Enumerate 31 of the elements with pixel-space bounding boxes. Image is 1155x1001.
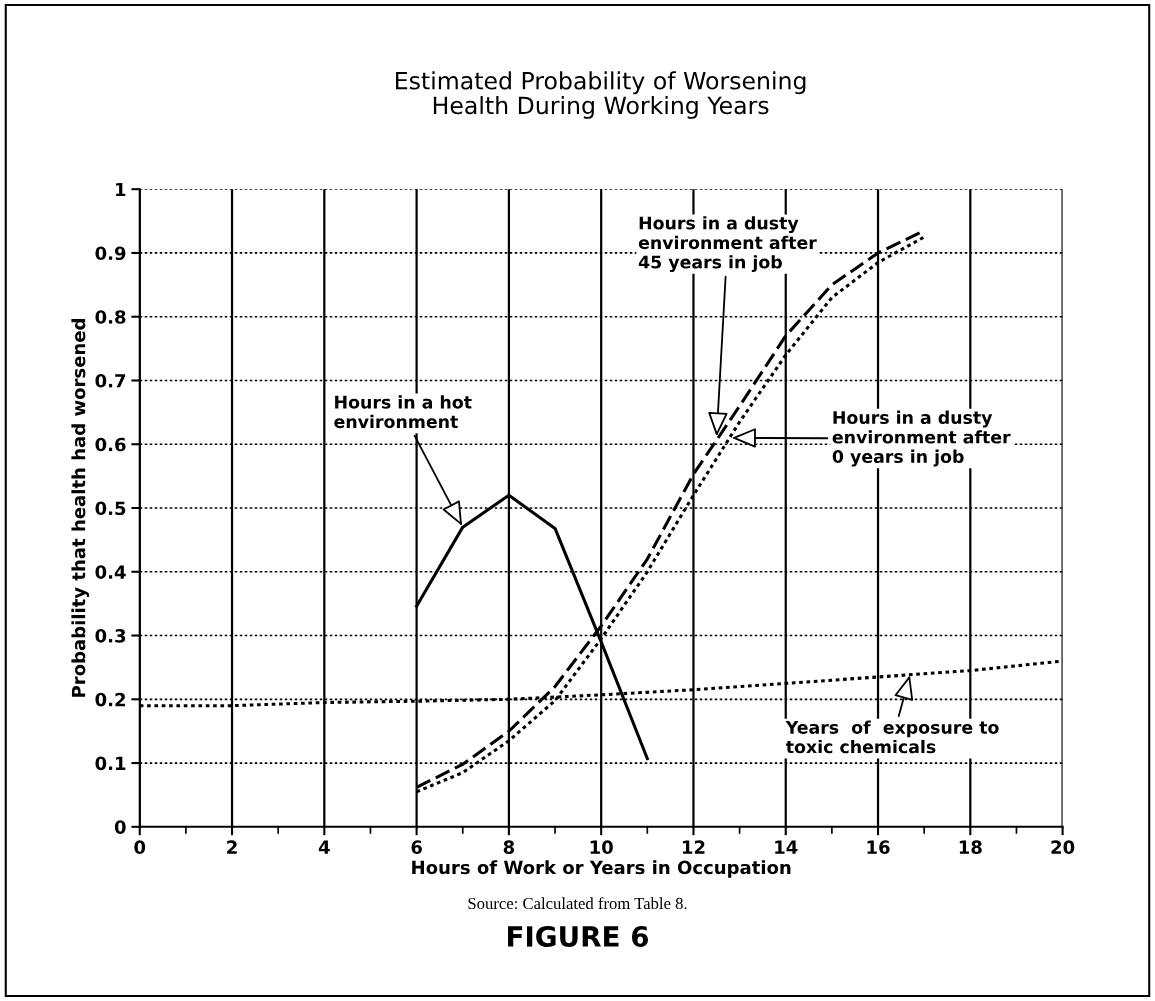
x-axis-title: Hours of Work or Years in Occupation (412, 860, 791, 878)
x-tick-label: 8 (503, 840, 515, 854)
x-tick-label: 10 (590, 840, 613, 854)
annotation: Hours in a dusty environment after 45 years in job (638, 216, 817, 273)
source-note: Source: Calculated from Table 8. (468, 897, 687, 910)
y-tick-label: 0.6 (95, 437, 126, 452)
y-tick-label: 0.2 (95, 692, 125, 707)
x-tick-label: 0 (134, 840, 146, 854)
y-tick-label: 0.9 (95, 246, 126, 261)
x-tick-label: 16 (867, 840, 890, 854)
annotation: Hours in a dusty environment after 0 years in job (832, 410, 1011, 467)
x-tick-label: 14 (775, 840, 798, 854)
chart-title: Estimated Probability of Worsening Health During Working Years (396, 71, 806, 119)
x-tick-label: 20 (1051, 840, 1075, 854)
y-tick-label: 0.1 (95, 756, 126, 771)
annotation: Years of exposure to toxic chemicals (785, 720, 999, 754)
x-tick-label: 18 (959, 840, 982, 854)
annotation: Hours in a hot environment (334, 395, 472, 429)
y-tick-label: 0 (114, 820, 126, 834)
x-tick-label: 2 (227, 840, 237, 854)
y-axis-title: Probability that health had worsened (71, 319, 90, 697)
y-tick-label: 0.7 (95, 373, 126, 388)
y-tick-label: 0.4 (95, 565, 126, 579)
y-tick-label: 1 (116, 182, 126, 197)
x-tick-label: 6 (411, 840, 422, 854)
y-tick-label: 0.3 (95, 628, 126, 643)
y-tick-label: 0.5 (95, 501, 126, 516)
x-tick-label: 4 (318, 840, 330, 854)
caption: FIGURE 6 (508, 925, 649, 947)
x-tick-label: 12 (682, 840, 705, 854)
y-tick-label: 0.8 (95, 310, 126, 324)
